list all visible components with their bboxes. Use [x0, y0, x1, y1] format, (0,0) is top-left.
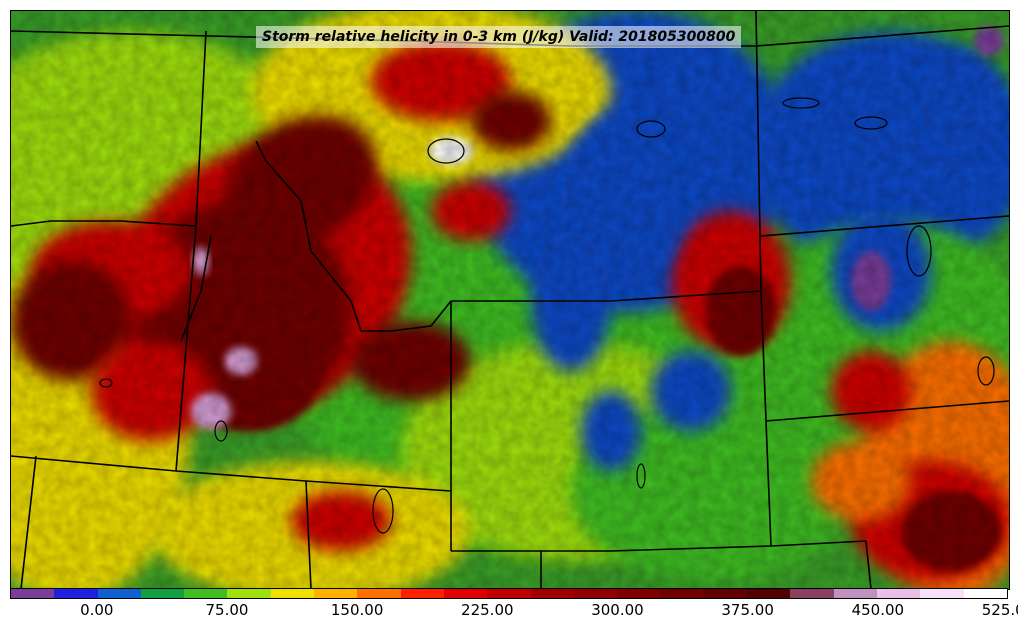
- colorbar-segment: [227, 589, 271, 598]
- colorbar-segment: [270, 589, 315, 598]
- colorbar-ticks: 0.00 75.00 150.00 225.00 300.00 375.00 450.00 5…: [10, 601, 1018, 625]
- colorbar-segment: [140, 589, 185, 598]
- state-border-line: [451, 540, 867, 552]
- state-border-line: [765, 400, 1009, 422]
- lake-outline: [782, 97, 820, 109]
- lake-outline: [977, 356, 995, 386]
- state-border-line: [305, 480, 312, 589]
- colorbar-segment: [530, 589, 574, 598]
- colorbar-segment: [573, 589, 618, 598]
- field-texture: [11, 11, 1009, 589]
- state-border-line: [755, 11, 762, 292]
- lake-outline: [854, 116, 888, 130]
- map-panel: Storm relative helicity in 0-3 km (J/kg)…: [10, 10, 1010, 590]
- colorbar-segment: [963, 589, 1007, 598]
- lake-outline: [99, 378, 113, 388]
- colorbar-segment: [11, 589, 55, 598]
- lake-outline: [214, 420, 228, 442]
- colorbar-segment: [314, 589, 358, 598]
- state-border-line: [11, 220, 197, 227]
- state-border-line: [11, 455, 452, 492]
- colorbar-segment: [97, 589, 141, 598]
- colorbar-segment: [487, 589, 531, 598]
- state-border-line: [180, 235, 212, 342]
- lake-outline: [906, 225, 932, 277]
- state-border-line: [451, 290, 762, 302]
- lake-outline: [372, 488, 394, 534]
- colorbar-tick-label: 225.00: [461, 601, 514, 619]
- state-border-line: [760, 215, 1009, 237]
- colorbar-segment: [876, 589, 921, 598]
- colorbar-segment: [617, 589, 661, 598]
- colorbar-segment: [703, 589, 748, 598]
- colorbar-tick-label: 0.00: [80, 601, 114, 619]
- colorbar-segment: [443, 589, 488, 598]
- lake-outline: [427, 138, 465, 164]
- colorbar-segment: [660, 589, 704, 598]
- state-border-line: [865, 540, 872, 589]
- colorbar-segment: [54, 589, 98, 598]
- colorbar-segment: [920, 589, 964, 598]
- colorbar-segment: [357, 589, 401, 598]
- colorbar-segment: [747, 589, 791, 598]
- colorbar-segment: [400, 589, 444, 598]
- map-title: Storm relative helicity in 0-3 km (J/kg)…: [256, 26, 742, 48]
- colorbar-segment: [833, 589, 877, 598]
- helicity-field-map: [11, 11, 1009, 589]
- colorbar-tick-label: 300.00: [591, 601, 644, 619]
- colorbar-segment: [790, 589, 834, 598]
- state-border-line: [20, 455, 37, 589]
- colorbar-tick-label: 150.00: [330, 601, 384, 619]
- colorbar-tick-label: 75.00: [205, 601, 249, 619]
- lake-outline: [636, 120, 666, 138]
- colorbar-tick-label: 525.00: [981, 601, 1018, 619]
- colorbar-tick-label: 375.00: [721, 601, 774, 619]
- colorbar-segment: [184, 589, 228, 598]
- colorbar: [10, 588, 1008, 599]
- state-border-line: [255, 140, 452, 332]
- state-border-line: [175, 30, 207, 472]
- lake-outline: [636, 463, 646, 489]
- colorbar-tick-label: 450.00: [851, 601, 905, 619]
